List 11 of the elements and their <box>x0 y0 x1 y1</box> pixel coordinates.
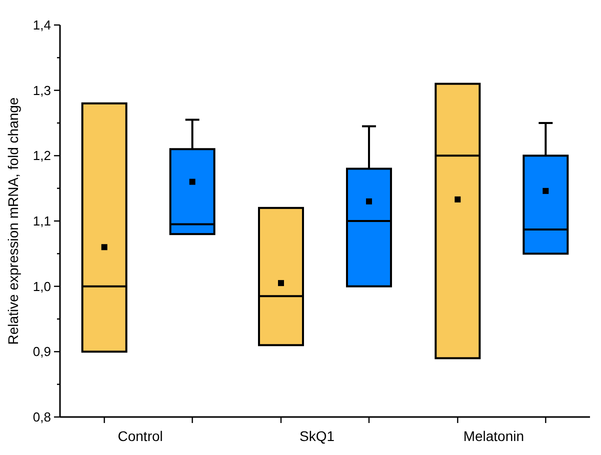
x-tick-label: Control <box>118 428 163 444</box>
y-tick-label: 0,8 <box>32 410 51 425</box>
y-tick-label: 1,0 <box>32 278 51 294</box>
x-tick-label: Melatonin <box>463 428 524 444</box>
y-tick-label: 1,2 <box>32 148 51 164</box>
y-tick-label: 1,1 <box>32 214 51 229</box>
y-tick-label: 0,9 <box>32 344 51 360</box>
y-tick-label: 1,3 <box>32 82 51 98</box>
y-axis-title: Relative expression mRNA, fold change <box>5 97 21 345</box>
x-tick-label: SkQ1 <box>299 428 335 444</box>
y-tick-label: 1,4 <box>32 18 51 33</box>
